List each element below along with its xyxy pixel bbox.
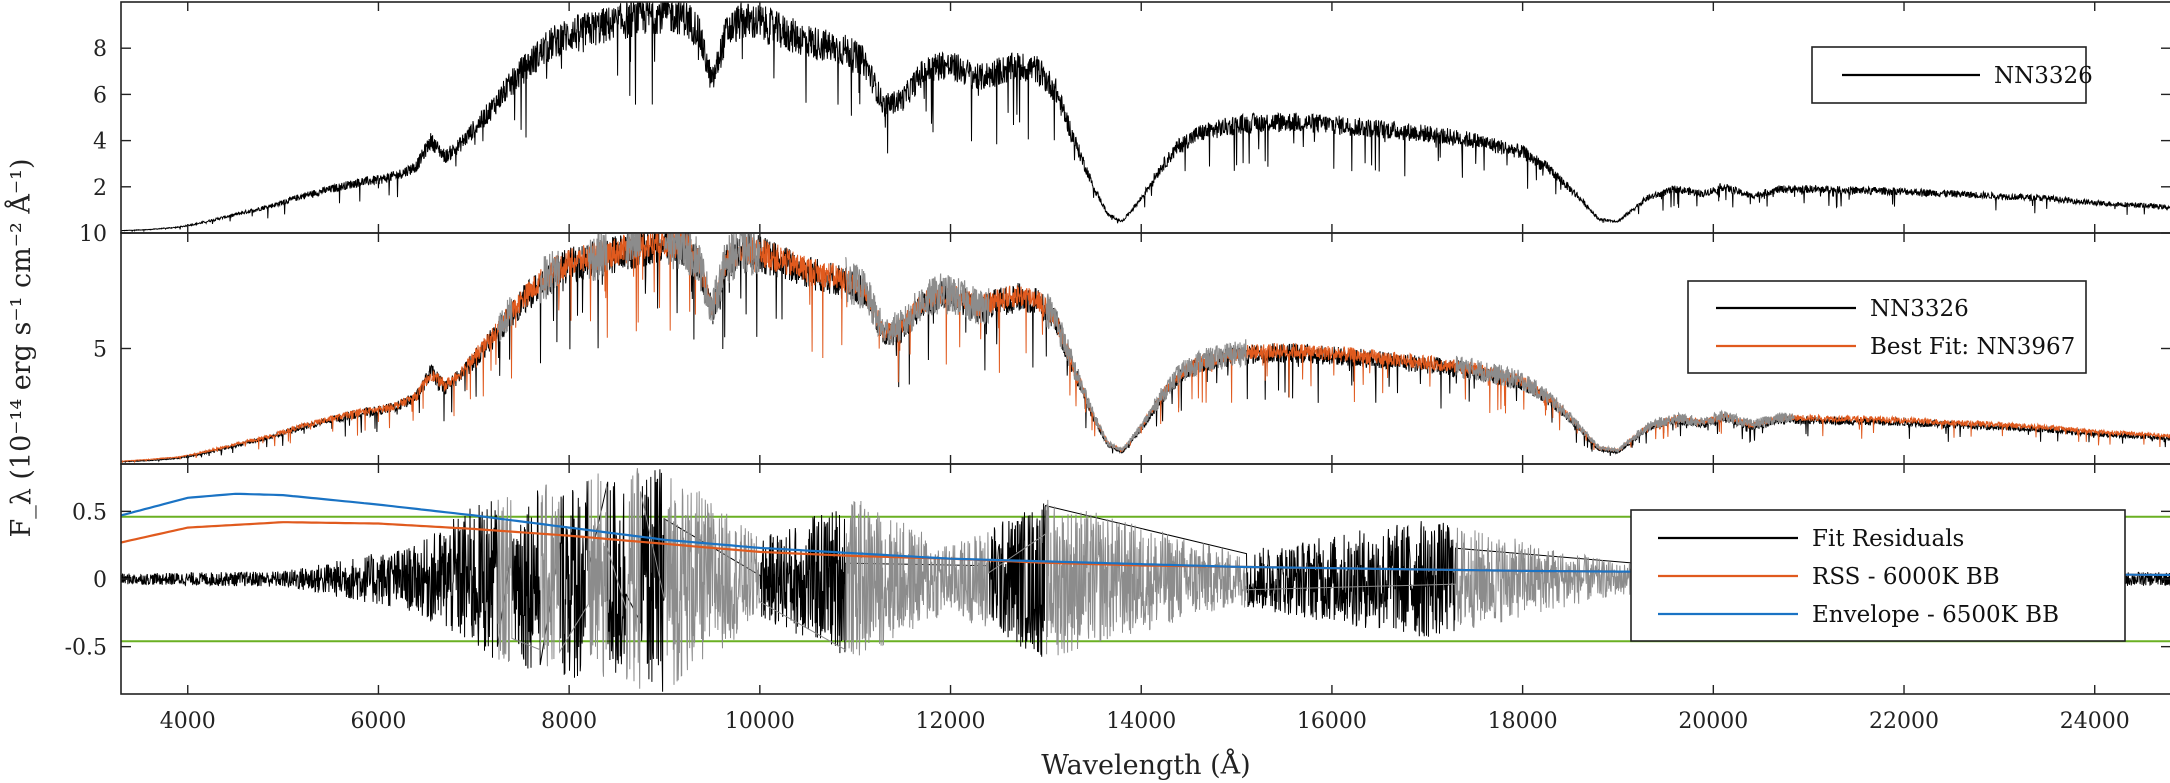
y-tick-label: 6 <box>93 83 107 108</box>
x-tick-label: 4000 <box>160 709 216 734</box>
x-tick-label: 16000 <box>1297 709 1367 734</box>
x-tick-label: 10000 <box>725 709 795 734</box>
x-tick-label: 24000 <box>2060 709 2130 734</box>
x-tick-label: 18000 <box>1488 709 1558 734</box>
masked-trace <box>1455 355 1795 453</box>
x-axis: 4000 6000 8000 10000 12000 14000 16000 18000 200… <box>160 2 2130 734</box>
legend-item-best-fit: Best Fit: NN3967 <box>1870 334 2075 360</box>
legend-item-nn3326: NN3326 <box>1994 63 2093 89</box>
y-tick-label: 10 <box>79 222 107 247</box>
spectrum-panel-frame <box>120 1 2170 234</box>
y-tick-label: 0 <box>93 568 107 593</box>
legend-item-fit-residuals: Fit Residuals <box>1812 526 1964 552</box>
masked-trace <box>663 233 761 322</box>
masked-trace <box>497 297 513 342</box>
y-tick-label: 8 <box>93 37 107 62</box>
masked-trace <box>625 233 642 266</box>
masked-trace <box>587 233 608 282</box>
x-tick-label: 12000 <box>916 709 986 734</box>
y-tick-label: 0.5 <box>72 500 107 525</box>
x-tick-label: 22000 <box>1869 709 1939 734</box>
x-tick-label: 20000 <box>1678 709 1748 734</box>
y-tick-label: 5 <box>93 338 107 363</box>
legend-item-envelope: Envelope - 6500K BB <box>1812 602 2059 628</box>
legend-spectrum: NN3326 <box>1811 46 2093 104</box>
series-line <box>121 2 2170 233</box>
legend-item-rss: RSS - 6000K BB <box>1812 564 2000 590</box>
residual-trace-masked <box>497 468 1795 689</box>
masked-trace <box>845 257 990 346</box>
x-tick-label: 6000 <box>350 709 406 734</box>
y-axis-label: F_λ (10⁻¹⁴ erg s⁻¹ cm⁻² Å⁻¹) <box>4 158 37 537</box>
y-tick-label: 2 <box>93 176 107 201</box>
legend-item-nn3326: NN3326 <box>1870 296 1969 322</box>
masked-trace <box>539 250 561 304</box>
y-tick-label: 4 <box>93 130 107 155</box>
x-tick-label: 8000 <box>541 709 597 734</box>
y-tick-label: -0.5 <box>65 636 107 661</box>
legend-fit: NN3326 Best Fit: NN3967 <box>1687 280 2087 374</box>
legend-residuals: Fit Residuals RSS - 6000K BB Envelope - … <box>1630 509 2126 642</box>
spectrum-panel: 2 4 6 8 <box>93 1 2170 234</box>
masked-trace <box>1045 293 1247 452</box>
x-tick-label: 14000 <box>1106 709 1176 734</box>
x-axis-label: Wavelength (Å) <box>1041 748 1250 781</box>
